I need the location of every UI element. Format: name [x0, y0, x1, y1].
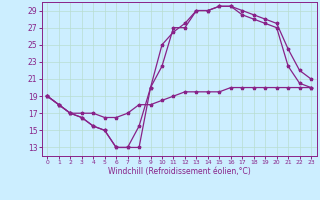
X-axis label: Windchill (Refroidissement éolien,°C): Windchill (Refroidissement éolien,°C): [108, 167, 251, 176]
